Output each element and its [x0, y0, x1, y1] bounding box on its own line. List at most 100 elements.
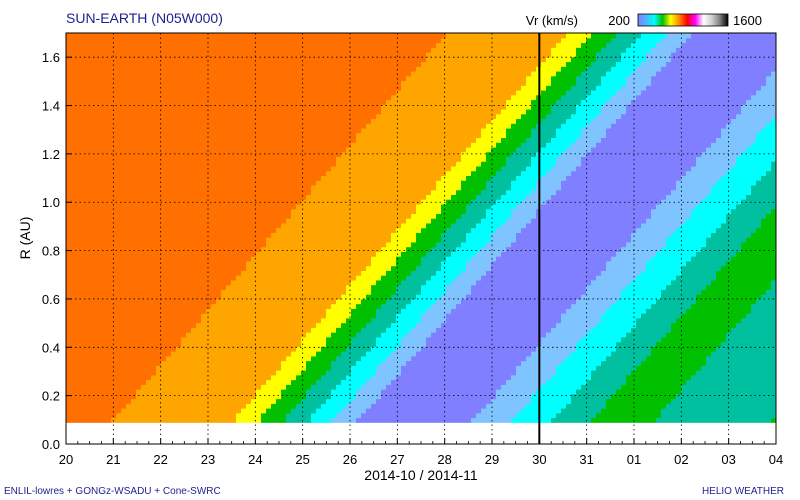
heatmap-cell	[291, 379, 317, 385]
heatmap-cell	[466, 294, 582, 300]
heatmap-cell	[476, 137, 502, 143]
heatmap-cell	[561, 94, 587, 101]
heatmap-cell	[626, 332, 667, 338]
heatmap-cell	[556, 99, 582, 105]
heatmap-cell	[401, 370, 517, 376]
heatmap-cell	[441, 175, 467, 181]
heatmap-cell	[311, 355, 337, 362]
heatmap-cell	[376, 313, 397, 319]
x-tick-label: 04	[769, 452, 783, 467]
heatmap-cell	[561, 151, 587, 158]
heatmap-cell	[671, 327, 732, 333]
heatmap-cell	[671, 232, 712, 238]
heatmap-cell	[531, 156, 557, 162]
heatmap-cell	[351, 336, 377, 343]
heatmap-cell	[501, 251, 617, 257]
heatmap-cell	[716, 275, 776, 281]
heatmap-cell	[696, 294, 762, 300]
heatmap-cell	[536, 180, 562, 186]
heatmap-cell	[286, 218, 407, 224]
heatmap-cell	[556, 370, 592, 376]
heatmap-cell	[741, 246, 776, 252]
heatmap-cell	[706, 241, 742, 248]
heatmap-cell	[486, 156, 507, 162]
heatmap-cell	[366, 408, 482, 414]
heatmap-cell	[591, 33, 617, 39]
heatmap-cell	[536, 184, 562, 191]
heatmap-cell	[591, 118, 617, 124]
heatmap-cell	[496, 227, 522, 233]
heatmap-cell	[66, 289, 222, 295]
heatmap-cell	[486, 184, 512, 191]
heatmap-cell	[601, 137, 717, 143]
heatmap-cell	[456, 161, 482, 167]
heatmap-cell	[686, 37, 776, 44]
heatmap-cell	[621, 289, 662, 295]
heatmap-cell	[66, 175, 322, 181]
heatmap-cell	[336, 412, 362, 419]
heatmap-cell	[406, 75, 527, 82]
heatmap-cell	[491, 118, 517, 124]
heatmap-cell	[771, 165, 776, 172]
heatmap-cell	[636, 94, 752, 101]
heatmap-cell	[581, 99, 607, 105]
heatmap-cell	[506, 104, 532, 110]
heatmap-cell	[66, 370, 157, 376]
heatmap-cell	[331, 393, 357, 400]
heatmap-cell	[506, 161, 532, 167]
x-tick-label: 30	[532, 452, 546, 467]
heatmap-cell	[571, 113, 597, 120]
heatmap-cell	[376, 113, 497, 120]
heatmap-cell	[516, 237, 632, 243]
heatmap-cell	[561, 123, 587, 129]
heatmap-cell	[306, 194, 427, 200]
heatmap-cell	[311, 184, 437, 191]
heatmap-cell	[626, 47, 652, 53]
heatmap-cell	[556, 42, 582, 48]
heatmap-cell	[276, 370, 302, 376]
heatmap-cell	[646, 85, 762, 91]
heatmap-cell	[246, 403, 272, 409]
heatmap-cell	[556, 322, 597, 328]
heatmap-cell	[706, 194, 747, 200]
heatmap-cell	[396, 289, 422, 295]
heatmap-cell	[281, 360, 307, 366]
heatmap-cell	[611, 256, 652, 262]
heatmap-cell	[726, 332, 776, 338]
heatmap-cell	[701, 151, 742, 158]
heatmap-cell	[311, 412, 337, 419]
heatmap-cell	[546, 113, 572, 120]
heatmap-cell	[751, 142, 776, 148]
heatmap-cell	[341, 322, 367, 328]
heatmap-cell	[66, 113, 377, 120]
heatmap-cell	[271, 374, 297, 381]
colorbar-label: Vr (km/s)	[526, 13, 578, 28]
heatmap-cell	[371, 118, 492, 124]
heatmap-cell	[401, 365, 517, 371]
heatmap-cell	[721, 132, 757, 139]
heatmap-cell	[661, 66, 776, 72]
heatmap-cell	[301, 398, 327, 404]
heatmap-cell	[361, 327, 387, 333]
heatmap-cell	[741, 241, 776, 248]
heatmap-cell	[326, 398, 352, 404]
heatmap-cell	[516, 232, 632, 238]
heatmap-cell	[361, 270, 387, 276]
heatmap-cell	[676, 184, 712, 191]
heatmap-cell	[551, 108, 577, 115]
heatmap-cell	[441, 237, 467, 243]
heatmap-cell	[571, 303, 612, 309]
heatmap-cell	[261, 412, 287, 419]
heatmap-cell	[66, 351, 172, 357]
heatmap-cell	[381, 303, 407, 309]
heatmap-cell	[696, 161, 737, 167]
heatmap-cell	[336, 327, 362, 333]
heatmap-cell	[466, 175, 492, 181]
heatmap-cell	[656, 298, 697, 305]
heatmap-cell	[436, 213, 462, 219]
heatmap-cell	[296, 374, 322, 381]
heatmap-cell	[501, 165, 527, 172]
heatmap-cell	[541, 61, 567, 67]
heatmap-cell	[356, 137, 477, 143]
heatmap-cell	[481, 161, 507, 167]
